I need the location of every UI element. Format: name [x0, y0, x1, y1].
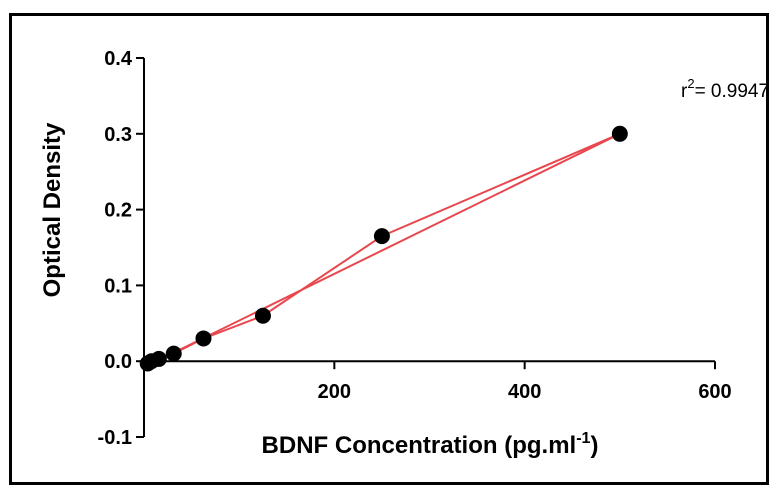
x-axis-title-suffix: ) [590, 432, 598, 459]
y-tick-label: 0.3 [104, 124, 132, 146]
y-axis-title: Optical Density [39, 122, 66, 297]
x-axis-title: BDNF Concentration (pg.ml-1) [262, 430, 599, 459]
r-squared-prefix: r [681, 81, 688, 102]
r-squared-annotation: r2= 0.9947 [681, 76, 769, 102]
axes: -0.1 0.0 0.1 0.2 0.3 0.4 200 400 600 [98, 48, 732, 449]
data-point [150, 350, 167, 367]
fit-line [143, 132, 621, 369]
chart-frame [9, 13, 769, 485]
data-point [611, 125, 628, 142]
data-point [165, 345, 182, 362]
y-tick-label: 0.2 [104, 200, 132, 222]
data-point [254, 307, 271, 324]
x-tick-label: 600 [698, 381, 731, 403]
x-tick-label: 200 [318, 381, 351, 403]
series-lines [143, 132, 621, 369]
r-squared-superscript: 2 [687, 76, 694, 91]
y-tick-label: 0.0 [104, 351, 132, 373]
x-axis-title-superscript: -1 [576, 430, 590, 447]
r-squared-value: = 0.9947 [695, 81, 770, 102]
y-tick-label: -0.1 [98, 427, 132, 449]
y-tick-label: 0.4 [104, 48, 133, 70]
data-points [139, 125, 628, 372]
data-point [195, 330, 212, 347]
y-tick-label: 0.1 [104, 275, 132, 297]
data-point [373, 228, 390, 245]
x-tick-label: 400 [508, 381, 541, 403]
x-axis-title-main: BDNF Concentration (pg.ml [262, 432, 577, 459]
